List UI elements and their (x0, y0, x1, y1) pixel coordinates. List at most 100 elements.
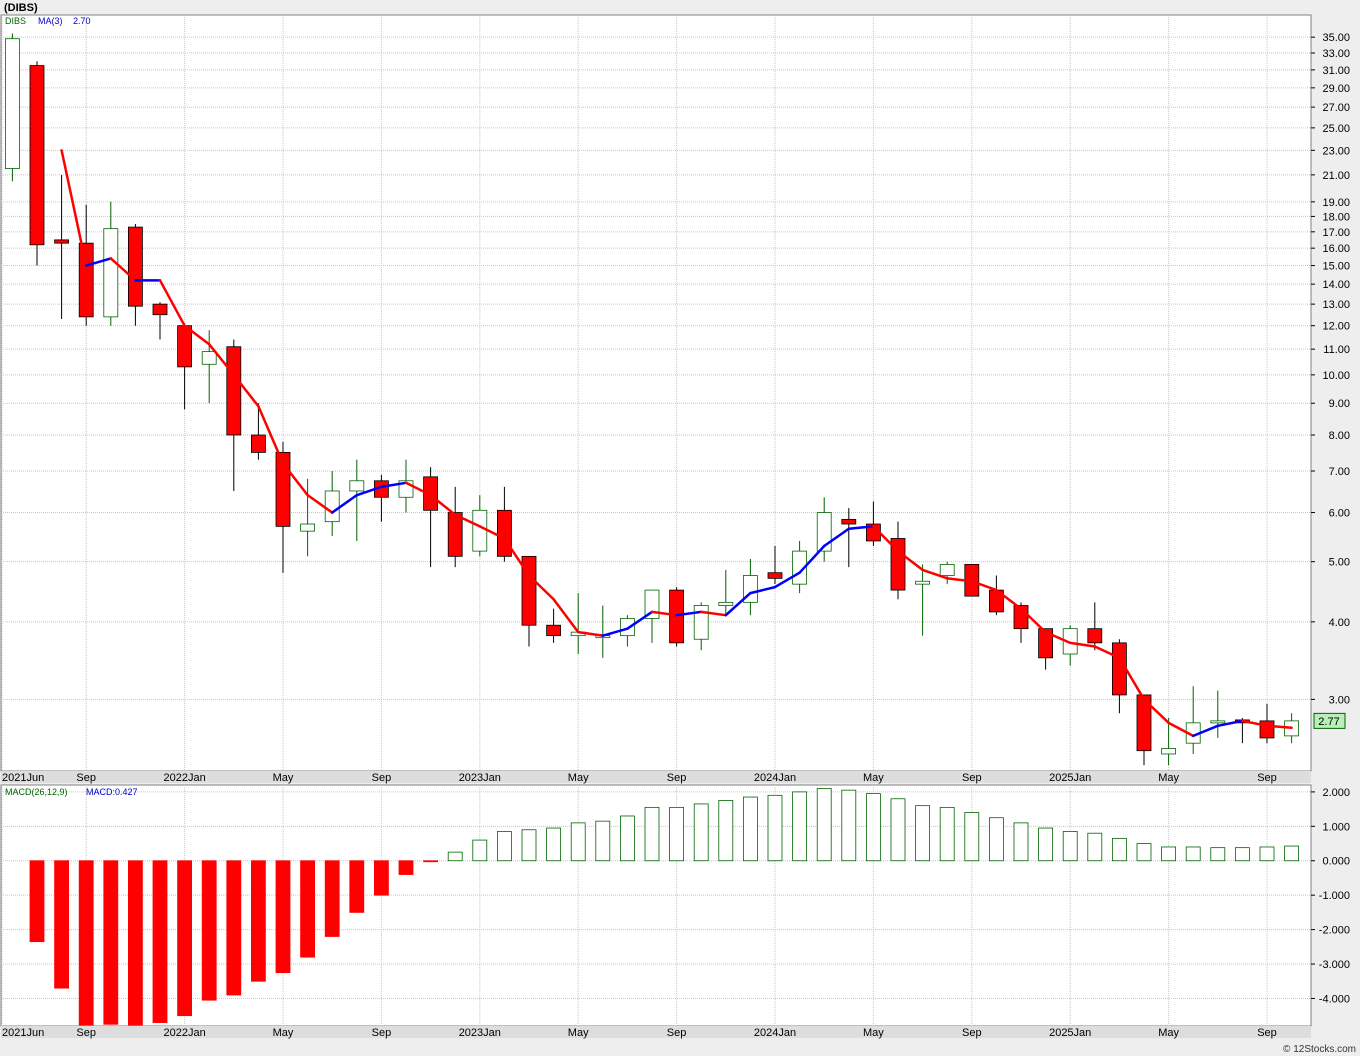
candle (546, 608, 561, 643)
macd-y-tick-label: -1.000 (1319, 890, 1350, 902)
price-x-tick-label: May (863, 772, 884, 784)
ma-segment (1216, 719, 1244, 728)
macd-bar-positive (1161, 846, 1176, 862)
ma-segment (921, 568, 949, 580)
macd-y-tick-label: -4.000 (1319, 993, 1350, 1005)
candle (1136, 694, 1152, 766)
legend-ma-label: MA(3) (38, 16, 63, 26)
macd-bar-positive (447, 851, 463, 862)
ma-segment (896, 549, 924, 572)
candle (472, 495, 488, 557)
macd-bar-positive (1259, 846, 1275, 862)
price-y-tick-label: 17.00 (1322, 227, 1350, 239)
candle-body-down (1038, 628, 1053, 659)
macd-bar-negative (349, 860, 365, 913)
macd-x-tick-label: May (568, 1027, 589, 1039)
ma-segment (306, 493, 334, 514)
candle (447, 486, 463, 568)
candle-body-down (841, 518, 857, 525)
candle-body-down (767, 572, 783, 579)
ma-segment (699, 610, 728, 617)
price-y-tick-label: 10.00 (1322, 370, 1350, 382)
ma-segment (1241, 719, 1269, 728)
macd-bar-positive (989, 817, 1004, 862)
candle-body-up (300, 523, 316, 532)
candle (152, 302, 168, 340)
candle-body-up (324, 490, 340, 523)
candle-body-down (546, 624, 561, 637)
macd-bar-positive (1087, 832, 1103, 862)
candle-body-up (718, 601, 734, 606)
macd-bar-negative (226, 860, 242, 996)
macd-bar-negative (250, 860, 266, 982)
ma-segment (207, 343, 236, 377)
macd-bar-negative (398, 860, 414, 875)
candle-body-up (201, 351, 217, 365)
macd-y-axis: 2.000 1.000 0.000 -1.000 -2.000 -3.000 -4.000 (1311, 787, 1350, 1005)
ma-segment (724, 591, 752, 617)
ma-segment (527, 574, 555, 601)
chart-title: (DIBS) (4, 2, 38, 14)
ma-segment (650, 610, 678, 617)
ma-segment (626, 610, 654, 630)
last-price-tag: 2.77 (1313, 712, 1346, 729)
ma-segment (601, 627, 629, 637)
macd-bar-positive (939, 806, 955, 862)
price-x-tick-label: Sep (962, 772, 982, 784)
macd-bar-negative (127, 860, 143, 1026)
macd-x-tick-label: 2022Jan (163, 1027, 205, 1039)
macd-bar-positive (866, 793, 881, 862)
ma-segment (60, 149, 88, 267)
ma-segment (1093, 645, 1121, 660)
macd-bar-positive (1185, 846, 1201, 862)
macd-x-tick-label: May (273, 1027, 294, 1039)
macd-bar-positive (570, 822, 586, 862)
ma-segment (1142, 698, 1170, 725)
candle (939, 561, 955, 585)
macd-y-tick-label: -2.000 (1319, 925, 1350, 937)
macd-bar-positive (792, 791, 807, 862)
candle-body-up (693, 605, 709, 640)
macd-bar-negative (373, 860, 389, 896)
price-y-tick-label: 3.00 (1329, 694, 1350, 706)
macd-bar-positive (1013, 822, 1029, 862)
watermark: © 12Stocks.com (1283, 1044, 1356, 1055)
price-x-tick-label: 2024Jan (754, 772, 796, 784)
ma-segment (1265, 724, 1293, 730)
price-y-axis: 35.00 33.00 31.00 29.00 27.00 25.00 23.00 21.00… (1311, 32, 1350, 706)
macd-bar-negative (324, 860, 340, 937)
macd-bar-positive (767, 794, 783, 862)
macd-x-tick-label: May (863, 1027, 884, 1039)
ma-segment (232, 373, 260, 408)
ma-segment (478, 525, 506, 540)
price-y-tick-label: 35.00 (1322, 32, 1350, 44)
ma-segment (84, 257, 113, 267)
macd-bar-positive (964, 812, 980, 862)
ma-segment (945, 577, 974, 583)
macd-bar-negative (201, 860, 217, 1001)
macd-bar-negative (78, 860, 94, 1026)
ma-segment (503, 537, 531, 577)
ma-segment (330, 493, 359, 514)
ma-segment (1044, 630, 1072, 645)
ma-line (60, 149, 1293, 738)
ma-segment (847, 525, 875, 530)
price-x-tick-label: May (1158, 772, 1179, 784)
candle (1062, 625, 1078, 666)
price-y-tick-label: 9.00 (1329, 398, 1350, 410)
candle-body-up (620, 618, 635, 637)
price-y-tick-label: 29.00 (1322, 83, 1350, 95)
macd-y-tick-label: -3.000 (1319, 959, 1350, 971)
macd-x-tick-label: 2025Jan (1049, 1027, 1091, 1039)
ma-segment (1068, 641, 1097, 648)
ma-segment (404, 481, 432, 497)
candle-body-up (939, 563, 955, 576)
macd-bar-positive (693, 803, 709, 862)
candle-body-up (5, 38, 20, 169)
legend-ma-value: 2.70 (73, 16, 91, 26)
candle (718, 569, 734, 616)
price-y-tick-label: 13.00 (1322, 299, 1350, 311)
ma-segment (380, 481, 408, 489)
price-y-tick-label: 12.00 (1322, 321, 1350, 333)
